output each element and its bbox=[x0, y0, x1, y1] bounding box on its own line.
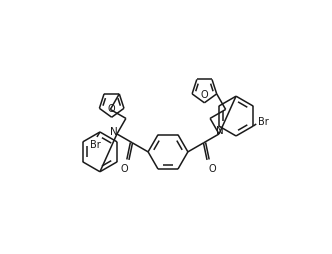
Text: O: O bbox=[208, 164, 216, 174]
Text: Br: Br bbox=[258, 117, 269, 127]
Text: Br: Br bbox=[90, 140, 100, 150]
Text: O: O bbox=[108, 104, 116, 114]
Text: O: O bbox=[201, 90, 208, 100]
Text: N: N bbox=[110, 127, 118, 137]
Text: N: N bbox=[216, 126, 224, 136]
Text: O: O bbox=[120, 164, 128, 174]
